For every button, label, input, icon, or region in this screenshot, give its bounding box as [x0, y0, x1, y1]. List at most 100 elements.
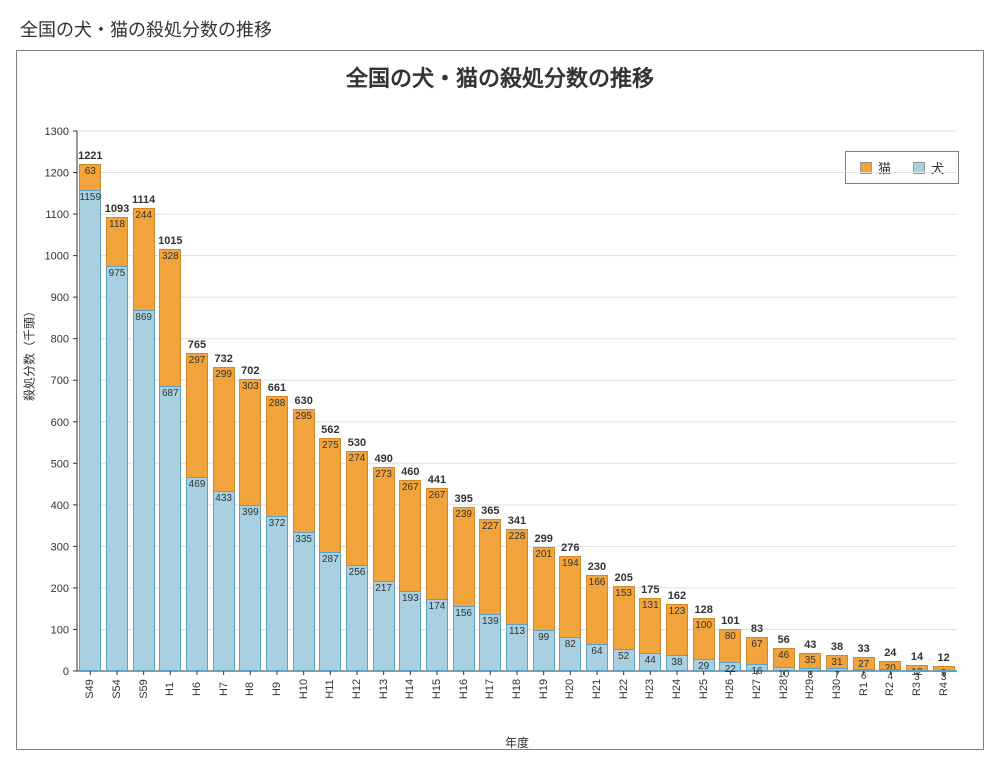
x-axis-label: 年度	[505, 734, 529, 751]
bars-layer: 1221631159S491093118975S541114244869S591…	[77, 131, 957, 671]
bar-column: 460267193H14	[399, 480, 421, 671]
bar-segment-cat: 267	[399, 480, 421, 591]
value-label-dog: 869	[135, 312, 152, 323]
total-label: 38	[831, 641, 843, 653]
value-label-cat: 328	[162, 251, 179, 262]
bar-column: 395239156H16	[453, 507, 475, 671]
bar-segment-dog: 217	[373, 581, 395, 671]
total-label: 630	[294, 395, 312, 407]
bar-column: 33276R1	[853, 657, 875, 671]
bar-segment-cat: 328	[159, 249, 181, 385]
category-label: H29	[804, 679, 816, 699]
bar-column: 20515352H22	[613, 586, 635, 671]
category-label: H15	[431, 679, 443, 699]
bar-segment-dog: 469	[186, 477, 208, 672]
category-label: H9	[271, 682, 283, 696]
category-label: H14	[404, 679, 416, 699]
category-label: H30	[831, 679, 843, 699]
value-label-cat: 131	[642, 600, 659, 611]
bar-column: 1015328687H1	[159, 249, 181, 671]
bar-segment-cat: 100	[693, 618, 715, 660]
category-label: H16	[458, 679, 470, 699]
bar-column: 702303399H8	[239, 379, 261, 671]
bar-segment-cat: 153	[613, 586, 635, 650]
value-label-dog: 335	[295, 534, 312, 545]
value-label-cat: 244	[135, 210, 152, 221]
value-label-dog: 433	[215, 493, 232, 504]
total-label: 230	[588, 561, 606, 573]
svg-text:400: 400	[51, 500, 69, 512]
chart-container: 全国の犬・猫の殺処分数の推移 猫 犬 010020030040050060070…	[16, 50, 984, 750]
total-label: 562	[321, 424, 339, 436]
bar-column: 12810029H25	[693, 618, 715, 671]
y-axis-label: 殺処分数（千頭）	[21, 305, 38, 401]
bar-segment-dog: 16	[746, 664, 768, 671]
value-label-dog: 469	[189, 479, 206, 490]
bar-segment-dog: 6	[853, 669, 875, 671]
value-label-cat: 67	[751, 639, 762, 650]
bar-segment-cat: 267	[426, 488, 448, 599]
bar-column: 661288372H9	[266, 396, 288, 671]
svg-text:1300: 1300	[45, 126, 69, 138]
value-label-cat: 288	[269, 398, 286, 409]
bar-segment-cat: 299	[213, 367, 235, 491]
bar-segment-dog: 372	[266, 516, 288, 671]
plot-area: 0100200300400500600700800900100011001200…	[77, 131, 957, 671]
total-label: 128	[694, 604, 712, 616]
bar-segment-cat: 244	[133, 208, 155, 309]
bar-segment-dog: 82	[559, 637, 581, 671]
total-label: 299	[534, 533, 552, 545]
category-label: H18	[511, 679, 523, 699]
value-label-dog: 38	[671, 657, 682, 668]
value-label-dog: 64	[591, 646, 602, 657]
category-label: S49	[84, 679, 96, 699]
bar-segment-dog: 174	[426, 599, 448, 671]
svg-text:1100: 1100	[45, 209, 69, 221]
total-label: 175	[641, 584, 659, 596]
value-label-dog: 687	[162, 388, 179, 399]
value-label-dog: 174	[429, 601, 446, 612]
bar-segment-dog: 687	[159, 386, 181, 671]
value-label-dog: 29	[698, 661, 709, 672]
bar-column: 732299433H7	[213, 367, 235, 671]
svg-text:0: 0	[63, 666, 69, 678]
value-label-dog: 4	[888, 671, 894, 682]
svg-text:100: 100	[51, 624, 69, 636]
value-label-dog: 82	[565, 639, 576, 650]
total-label: 276	[561, 542, 579, 554]
bar-segment-dog: 869	[133, 310, 155, 671]
bar-segment-cat: 273	[373, 467, 395, 580]
bar-column: 14123R3	[906, 665, 928, 671]
bar-segment-cat: 80	[719, 629, 741, 662]
category-label: R2	[884, 682, 896, 696]
bar-column: 1093118975S54	[106, 217, 128, 671]
value-label-dog: 52	[618, 651, 629, 662]
category-label: H20	[564, 679, 576, 699]
bar-segment-dog: 29	[693, 659, 715, 671]
bar-column: 490273217H13	[373, 467, 395, 671]
category-label: R4	[938, 682, 950, 696]
total-label: 56	[778, 634, 790, 646]
value-label-dog: 217	[375, 583, 392, 594]
bar-segment-cat: 303	[239, 379, 261, 505]
value-label-cat: 46	[778, 650, 789, 661]
category-label: H28	[778, 679, 790, 699]
svg-text:200: 200	[51, 583, 69, 595]
bar-segment-dog: 256	[346, 565, 368, 671]
value-label-cat: 273	[375, 469, 392, 480]
bar-segment-dog: 113	[506, 624, 528, 671]
total-label: 24	[884, 647, 896, 659]
total-label: 12	[938, 652, 950, 664]
total-label: 1221	[78, 150, 102, 162]
value-label-cat: 194	[562, 558, 579, 569]
value-label-cat: 239	[455, 509, 472, 520]
value-label-cat: 275	[322, 440, 339, 451]
bar-segment-cat: 297	[186, 353, 208, 476]
value-label-dog: 372	[269, 518, 286, 529]
total-label: 1093	[105, 203, 129, 215]
value-label-cat: 295	[295, 411, 312, 422]
category-label: H6	[191, 682, 203, 696]
total-label: 162	[668, 590, 686, 602]
category-label: R1	[858, 682, 870, 696]
bar-segment-dog: 975	[106, 266, 128, 671]
